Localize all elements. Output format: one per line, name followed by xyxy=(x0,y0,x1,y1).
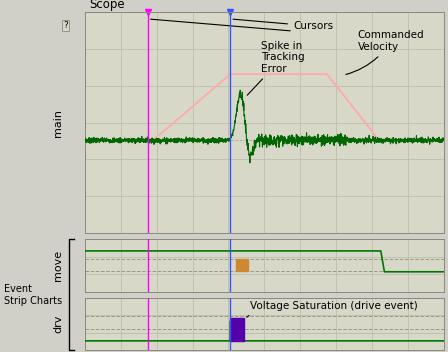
Text: Spike in
Tracking
Error: Spike in Tracking Error xyxy=(247,41,304,95)
Text: Cursors: Cursors xyxy=(233,19,333,31)
Text: ?: ? xyxy=(63,21,68,30)
Text: Voltage Saturation (drive event): Voltage Saturation (drive event) xyxy=(247,301,418,317)
Text: main: main xyxy=(53,109,63,137)
Text: move: move xyxy=(53,250,63,281)
Text: Event
Strip Charts: Event Strip Charts xyxy=(4,284,63,306)
Text: Scope: Scope xyxy=(90,0,125,11)
Text: drv: drv xyxy=(53,315,63,333)
Text: Commanded
Velocity: Commanded Velocity xyxy=(346,30,424,75)
